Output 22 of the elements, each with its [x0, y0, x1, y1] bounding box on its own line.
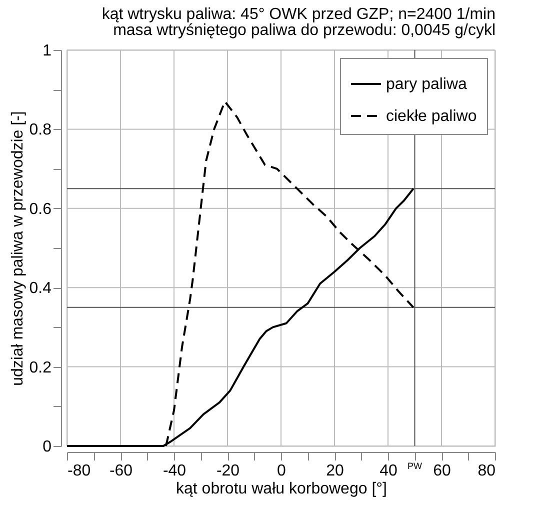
- legend-label: ciekłe paliwo: [386, 108, 477, 125]
- y-axis-title: udział masowy paliwa w przewodzie [-]: [9, 111, 26, 386]
- x-tick-label: -60: [109, 462, 133, 480]
- chart-title: kąt wtrysku paliwa: 45° OWK przed GZP; n=2400 1/min: [102, 6, 496, 23]
- y-tick-label: 1: [42, 42, 52, 60]
- x-tick-label: -80: [68, 462, 91, 480]
- x-tick-label: 60: [433, 462, 451, 480]
- x-tick-label: -20: [216, 462, 240, 480]
- x-tick-label: 80: [478, 462, 496, 480]
- x-tick-label: 20: [326, 462, 344, 480]
- x-tick-label: 40: [380, 462, 398, 480]
- x-tick-label: 0: [277, 462, 286, 480]
- y-tick-label: 0: [42, 438, 52, 456]
- legend-label: pary paliwa: [386, 76, 468, 93]
- x-axis-title: kąt obrotu wału korbowego [°]: [176, 480, 387, 498]
- ref-line-label: PW: [408, 461, 423, 471]
- y-tick-label: 0.8: [29, 122, 52, 139]
- y-tick-label: 0.6: [29, 200, 52, 218]
- y-tick-label: 0.4: [29, 280, 52, 298]
- y-tick-label: 0.2: [29, 359, 52, 376]
- x-tick-label: -40: [162, 462, 186, 480]
- chart-subtitle: masa wtryśniętego paliwa do przewodu: 0,0045 g/cykl: [113, 22, 496, 39]
